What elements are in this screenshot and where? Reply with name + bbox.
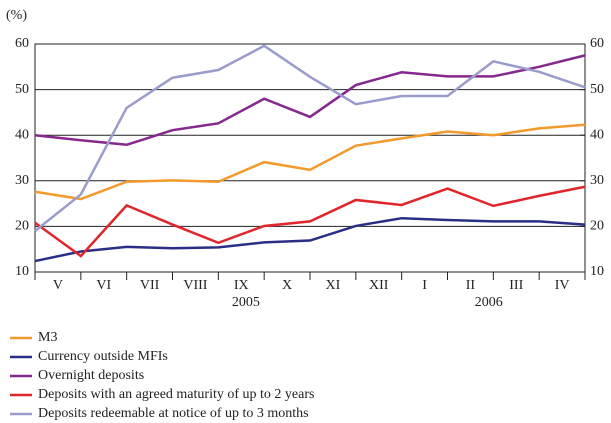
- y2-tick-label: 60: [590, 36, 604, 51]
- year-label: 2006: [475, 295, 503, 310]
- series-line: [34, 216, 586, 263]
- x-tick-label: XI: [326, 278, 341, 293]
- x-tick-label: VII: [140, 278, 160, 293]
- x-tick-label: X: [282, 278, 292, 293]
- legend-label: Overnight deposits: [38, 368, 144, 383]
- y-tick-label: 40: [15, 127, 29, 142]
- y2-tick-label: 30: [590, 173, 604, 188]
- unit-label: (%): [6, 8, 27, 23]
- legend-label: Deposits with an agreed maturity of up t…: [38, 387, 314, 402]
- series-line: [34, 44, 586, 232]
- y2-tick-label: 20: [590, 219, 604, 234]
- x-tick-label: IX: [234, 278, 249, 293]
- x-tick-label: III: [509, 278, 523, 293]
- legend-label: M3: [38, 330, 57, 345]
- y-tick-label: 10: [15, 264, 29, 279]
- x-tick-label: V: [53, 278, 63, 293]
- x-tick-label: VIII: [183, 278, 207, 293]
- x-tick-label: VI: [96, 278, 111, 293]
- y-tick-label: 50: [15, 82, 29, 97]
- y2-tick-label: 10: [590, 264, 604, 279]
- x-tick-label: IV: [555, 278, 570, 293]
- y-tick-label: 20: [15, 219, 29, 234]
- x-tick-label: XII: [369, 278, 389, 293]
- x-tick-label: I: [422, 278, 427, 293]
- y-tick-label: 30: [15, 173, 29, 188]
- series-line: [34, 185, 586, 258]
- y2-tick-label: 50: [590, 82, 604, 97]
- y-tick-label: 60: [15, 36, 29, 51]
- x-tick-label: II: [466, 278, 476, 293]
- legend-label: Deposits redeemable at notice of up to 3…: [38, 406, 309, 421]
- legend-label: Currency outside MFIs: [38, 349, 168, 364]
- series-line: [34, 54, 586, 147]
- series-line: [34, 123, 586, 201]
- year-label: 2005: [232, 295, 260, 310]
- y2-tick-label: 40: [590, 127, 604, 142]
